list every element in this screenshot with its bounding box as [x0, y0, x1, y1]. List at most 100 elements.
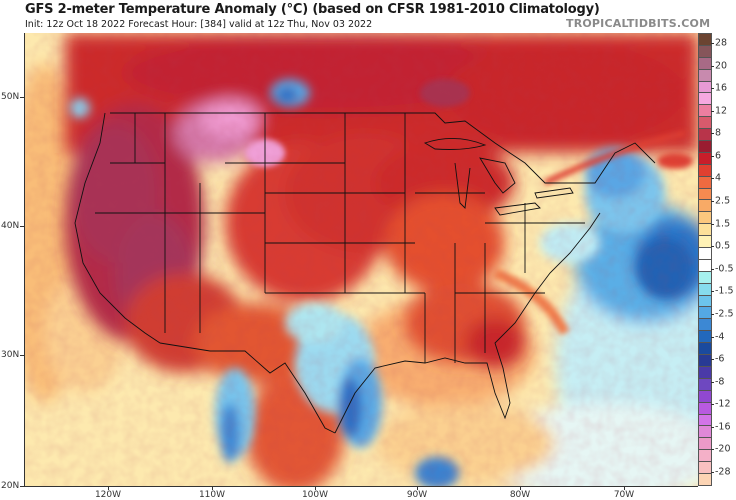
colorbar-tick: [711, 65, 714, 67]
colorbar-segment: [699, 307, 711, 320]
lon-tick: [315, 487, 316, 490]
colorbar-tick: [711, 291, 714, 293]
colorbar-segment: [699, 414, 711, 427]
state-boundaries: [74, 112, 656, 434]
colorbar-tick: [711, 472, 714, 473]
colorbar-label: -1.5: [715, 285, 734, 297]
colorbar-segment: [699, 200, 711, 213]
colorbar-segment: [699, 343, 711, 356]
colorbar-segment: [699, 236, 711, 249]
colorbar-label: 4: [715, 172, 722, 184]
lon-label-100w: 100W: [301, 490, 329, 500]
colorbar-tick: [711, 336, 714, 338]
colorbar-tick: [711, 268, 714, 270]
lon-tick: [520, 487, 521, 490]
colorbar-label: 8: [715, 127, 722, 139]
colorbar-label: 16: [715, 82, 728, 94]
colorbar-tick: [711, 178, 714, 180]
colorbar-label: -4: [715, 331, 725, 343]
colorbar: [698, 33, 712, 486]
colorbar-segment: [699, 319, 711, 332]
lon-label-70w: 70W: [613, 490, 635, 500]
colorbar-segment: [699, 141, 711, 153]
lon-label-80w: 80W: [509, 490, 531, 500]
colorbar-tick: [711, 43, 714, 44]
colorbar-label: 12: [715, 105, 728, 117]
colorbar-label: -8: [715, 376, 725, 388]
colorbar-segment: [699, 129, 711, 142]
lat-label-50n: 50N: [1, 92, 20, 102]
colorbar-segment: [699, 462, 711, 474]
lon-label-120w: 120W: [94, 490, 122, 500]
colorbar-tick: [711, 381, 714, 383]
lat-tick: [20, 355, 24, 356]
colorbar-segment: [699, 450, 711, 463]
colorbar-segment: [699, 93, 711, 106]
colorbar-label: 20: [715, 60, 728, 72]
colorbar-segment: [699, 366, 711, 379]
lon-tick: [108, 487, 109, 490]
colorbar-label: -6: [715, 353, 725, 365]
lon-label-90w: 90W: [406, 490, 428, 500]
colorbar-segment: [699, 283, 711, 296]
colorbar-label: 1.5: [715, 218, 731, 230]
colorbar-segment: [699, 295, 711, 308]
colorbar-tick: [711, 246, 714, 248]
lon-tick: [417, 487, 418, 490]
colorbar-tick: [711, 223, 714, 225]
colorbar-segment: [699, 176, 711, 189]
lon-tick: [624, 487, 625, 490]
lat-tick: [20, 97, 24, 98]
colorbar-segment: [699, 57, 711, 70]
colorbar-segment: [699, 105, 711, 118]
colorbar-tick: [711, 313, 714, 315]
colorbar-segment: [699, 426, 711, 439]
colorbar-tick: [711, 133, 714, 135]
colorbar-label: -16: [715, 421, 731, 433]
colorbar-tick: [711, 426, 714, 428]
temperature-anomaly-map: [25, 33, 698, 486]
map-title: GFS 2-meter Temperature Anomaly (°C) (ba…: [25, 2, 600, 17]
colorbar-label: -12: [715, 398, 731, 410]
lat-label-40n: 40N: [1, 221, 20, 231]
colorbar-segment: [699, 212, 711, 225]
colorbar-segment: [699, 117, 711, 130]
colorbar-segment: [699, 390, 711, 403]
colorbar-segment: [699, 248, 711, 260]
colorbar-segment: [699, 331, 711, 344]
lat-label-20n: 20N: [1, 481, 20, 491]
colorbar-segment: [699, 69, 711, 82]
colorbar-segment: [699, 473, 711, 485]
lat-tick: [20, 486, 24, 487]
colorbar-tick: [711, 404, 714, 406]
colorbar-tick: [711, 201, 714, 203]
colorbar-segment: [699, 45, 711, 58]
colorbar-tick: [711, 88, 714, 90]
colorbar-tick: [711, 110, 714, 112]
colorbar-segment: [699, 164, 711, 177]
colorbar-segment: [699, 355, 711, 367]
brand-watermark: TROPICALTIDBITS.COM: [566, 17, 711, 30]
colorbar-tick: [711, 155, 714, 157]
colorbar-label: -20: [715, 443, 731, 455]
colorbar-segment: [699, 402, 711, 415]
colorbar-segment: [699, 259, 711, 272]
map-field-svg: [25, 33, 698, 486]
colorbar-tick: [711, 449, 714, 451]
colorbar-segment: [699, 188, 711, 201]
colorbar-label: -0.5: [715, 263, 734, 275]
colorbar-label: 6: [715, 150, 722, 162]
colorbar-segment: [699, 271, 711, 284]
lat-label-30n: 30N: [1, 350, 20, 360]
colorbar-segment: [699, 438, 711, 451]
colorbar-segment: [699, 378, 711, 391]
lat-tick: [20, 226, 24, 227]
lon-tick: [212, 487, 213, 490]
colorbar-label: 2.5: [715, 195, 731, 207]
colorbar-segment: [699, 34, 711, 46]
colorbar-tick: [711, 359, 714, 361]
colorbar-segment: [699, 224, 711, 237]
lon-label-110w: 110W: [198, 490, 226, 500]
colorbar-label: -2.5: [715, 308, 734, 320]
colorbar-label: -28: [715, 466, 731, 478]
